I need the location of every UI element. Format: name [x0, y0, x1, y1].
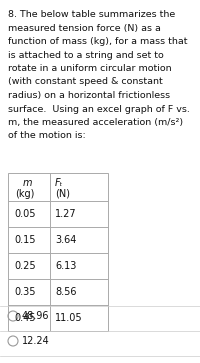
Text: 3.64: 3.64 — [55, 235, 76, 245]
Bar — [8, 173, 108, 331]
Text: surface.  Using an excel graph of F vs.: surface. Using an excel graph of F vs. — [8, 105, 190, 114]
Text: function of mass (kg), for a mass that: function of mass (kg), for a mass that — [8, 37, 188, 46]
Text: 6.13: 6.13 — [55, 261, 76, 271]
Text: 0.35: 0.35 — [14, 287, 36, 297]
Text: is attached to a string and set to: is attached to a string and set to — [8, 50, 164, 60]
Text: 1.27: 1.27 — [55, 209, 77, 219]
Text: of the motion is:: of the motion is: — [8, 131, 86, 140]
Text: radius) on a horizontal frictionless: radius) on a horizontal frictionless — [8, 91, 170, 100]
Text: 11.05: 11.05 — [55, 313, 83, 323]
Text: m, the measured acceleration (m/s²): m, the measured acceleration (m/s²) — [8, 118, 183, 127]
Text: 12.24: 12.24 — [22, 336, 50, 346]
Text: (N): (N) — [55, 189, 70, 199]
Text: rotate in a uniform circular motion: rotate in a uniform circular motion — [8, 64, 172, 73]
Text: 0.45: 0.45 — [14, 313, 36, 323]
Text: 48.96: 48.96 — [22, 311, 50, 321]
Text: Fₜ: Fₜ — [55, 178, 64, 188]
Text: 8.56: 8.56 — [55, 287, 76, 297]
Text: 0.25: 0.25 — [14, 261, 36, 271]
Text: m: m — [23, 178, 32, 188]
Text: 0.05: 0.05 — [14, 209, 36, 219]
Text: measured tension force (N) as a: measured tension force (N) as a — [8, 24, 161, 33]
Text: (kg): (kg) — [16, 189, 35, 199]
Text: (with constant speed & constant: (with constant speed & constant — [8, 77, 163, 86]
Text: 0.15: 0.15 — [14, 235, 36, 245]
Text: 8. The below table summarizes the: 8. The below table summarizes the — [8, 10, 175, 19]
